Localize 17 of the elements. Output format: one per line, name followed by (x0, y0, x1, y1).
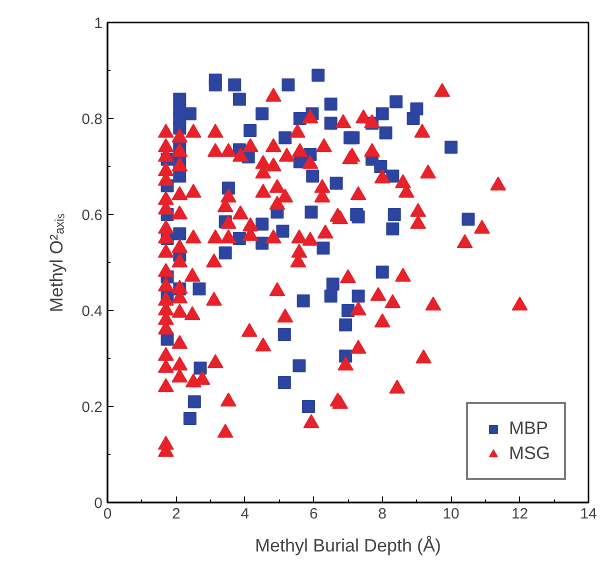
y-axis-title: Methyl O²ₐₓᵢₛ (46, 212, 67, 312)
legend-label: MBP (508, 418, 548, 439)
legend-label: MSG (508, 443, 550, 464)
y-tick-label: 1 (94, 15, 102, 32)
y-tick-label: 0.8 (82, 111, 103, 128)
y-tick-label: 0.6 (82, 207, 103, 224)
x-tick-label: 6 (309, 506, 318, 522)
y-tick-label: 0.2 (82, 399, 103, 416)
x-tick-label: 12 (511, 506, 528, 522)
x-tick-label: 10 (442, 506, 460, 522)
x-tick-label: 8 (378, 506, 387, 522)
x-tick-label: 4 (240, 506, 250, 522)
y-tick-label: 0.4 (82, 303, 103, 320)
y-tick-label: 0 (94, 495, 102, 512)
x-tick-label: 14 (580, 506, 597, 522)
x-tick-label: 2 (172, 506, 180, 522)
x-axis-title: Methyl Burial Depth (Å) (254, 536, 442, 556)
